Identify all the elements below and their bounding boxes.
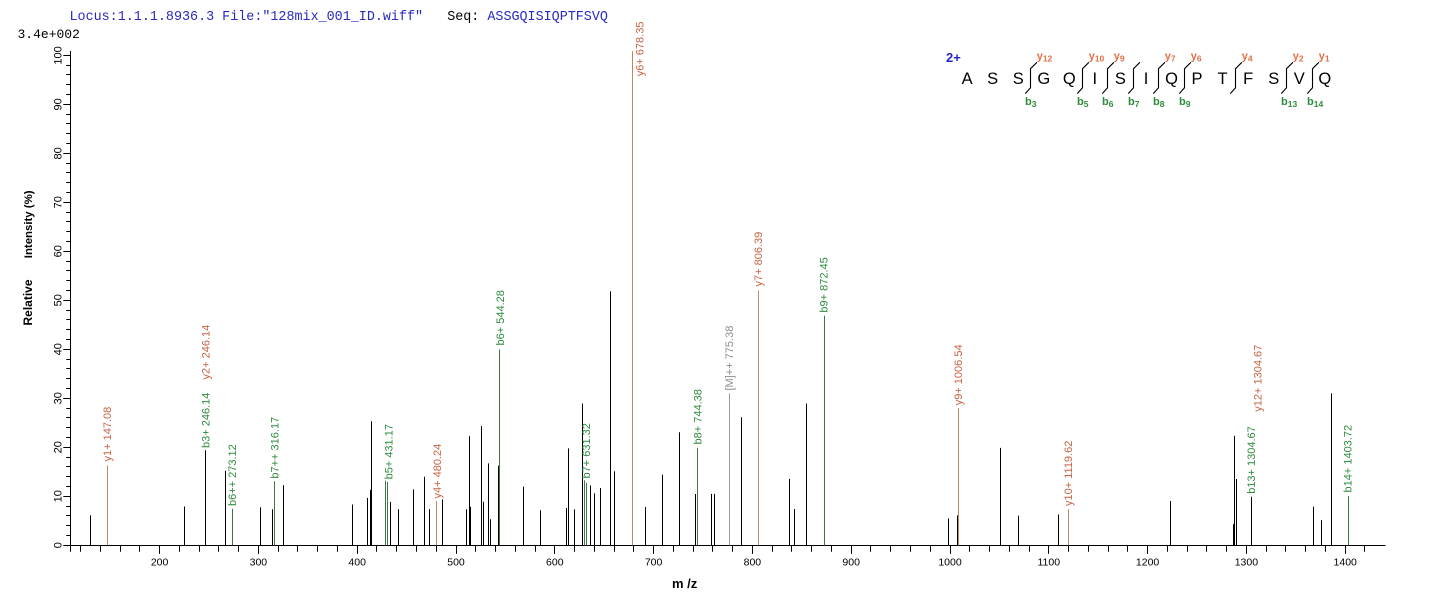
svg-text:400: 400: [348, 556, 366, 568]
svg-text:70: 70: [52, 196, 64, 208]
svg-text:y9+ 1006.54: y9+ 1006.54: [953, 344, 965, 405]
svg-text:b14: b14: [1307, 96, 1323, 109]
svg-text:600: 600: [546, 556, 564, 568]
svg-text:y7: y7: [1165, 51, 1176, 64]
svg-text:I: I: [1093, 70, 1098, 88]
svg-text:y6+ 678.35: y6+ 678.35: [634, 22, 646, 77]
svg-text:[M]++ 775.38: [M]++ 775.38: [724, 326, 736, 391]
svg-text:b13: b13: [1281, 96, 1297, 109]
svg-text:800: 800: [744, 556, 762, 568]
svg-text:b6: b6: [1102, 96, 1114, 109]
svg-text:700: 700: [645, 556, 663, 568]
svg-text:1000: 1000: [938, 556, 962, 568]
svg-text:G: G: [1037, 70, 1050, 88]
svg-text:y12: y12: [1037, 51, 1053, 64]
svg-text:y10: y10: [1089, 51, 1105, 64]
svg-text:1200: 1200: [1136, 556, 1160, 568]
svg-text:F: F: [1243, 70, 1253, 88]
svg-text:40: 40: [52, 343, 64, 355]
svg-text:A: A: [962, 70, 973, 88]
svg-text:500: 500: [447, 556, 465, 568]
svg-text:y12+ 1304.67: y12+ 1304.67: [1253, 345, 1265, 412]
svg-text:200: 200: [151, 556, 169, 568]
svg-text:900: 900: [842, 556, 860, 568]
svg-text:30: 30: [52, 392, 64, 404]
svg-text:y4+ 480.24: y4+ 480.24: [432, 444, 444, 499]
svg-text:S: S: [1268, 70, 1279, 88]
svg-text:b6++ 273.12: b6++ 273.12: [227, 444, 239, 506]
svg-text:1100: 1100: [1038, 556, 1061, 568]
svg-text:T: T: [1218, 70, 1228, 88]
svg-text:S: S: [1115, 70, 1126, 88]
svg-text:RelativeIntensity (%): RelativeIntensity (%): [21, 190, 35, 325]
svg-text:b3: b3: [1025, 96, 1037, 109]
svg-text:y2+ 246.14: y2+ 246.14: [200, 325, 212, 380]
svg-text:b5: b5: [1077, 96, 1089, 109]
svg-text:100: 100: [52, 46, 64, 64]
svg-text:1300: 1300: [1235, 556, 1259, 568]
svg-text:b6+ 544.28: b6+ 544.28: [495, 290, 507, 345]
svg-text:3.4e+002: 3.4e+002: [18, 27, 80, 42]
svg-text:y1+ 147.08: y1+ 147.08: [102, 407, 114, 462]
svg-text:b7+ 631.32: b7+ 631.32: [581, 423, 593, 478]
svg-text:90: 90: [52, 98, 64, 110]
svg-text:Q: Q: [1165, 70, 1178, 88]
svg-text:m /z: m /z: [672, 576, 698, 591]
svg-text:20: 20: [52, 441, 64, 453]
svg-text:y4: y4: [1242, 51, 1253, 64]
svg-text:Locus:1.1.1.8936.3 File:"128mi: Locus:1.1.1.8936.3 File:"128mix_001_ID.w…: [70, 10, 608, 25]
svg-text:I: I: [1144, 70, 1149, 88]
svg-text:b9+ 872.45: b9+ 872.45: [819, 257, 831, 312]
svg-text:b3+ 246.14: b3+ 246.14: [200, 393, 212, 448]
svg-text:b8+ 744.38: b8+ 744.38: [693, 389, 705, 444]
svg-text:V: V: [1294, 70, 1305, 88]
svg-text:b9: b9: [1179, 96, 1191, 109]
svg-text:300: 300: [250, 556, 268, 568]
svg-text:2+: 2+: [946, 50, 961, 65]
svg-text:10: 10: [52, 490, 64, 502]
svg-text:y9: y9: [1114, 51, 1125, 64]
svg-text:0: 0: [52, 542, 64, 548]
svg-text:b8: b8: [1153, 96, 1165, 109]
svg-text:1400: 1400: [1334, 556, 1358, 568]
svg-text:b14+ 1403.72: b14+ 1403.72: [1343, 425, 1355, 493]
svg-text:b7++ 316.17: b7++ 316.17: [269, 417, 281, 479]
svg-text:50: 50: [52, 294, 64, 306]
svg-text:y2: y2: [1293, 51, 1304, 64]
svg-text:b7: b7: [1128, 96, 1140, 109]
svg-text:60: 60: [52, 245, 64, 257]
svg-text:b5+ 431.17: b5+ 431.17: [384, 424, 396, 479]
svg-text:Q: Q: [1318, 70, 1331, 88]
svg-text:y6: y6: [1191, 51, 1202, 64]
svg-text:y7+ 806.39: y7+ 806.39: [753, 232, 765, 287]
svg-text:b13+ 1304.67: b13+ 1304.67: [1246, 426, 1258, 494]
svg-text:S: S: [987, 70, 998, 88]
svg-text:Q: Q: [1063, 70, 1076, 88]
svg-text:S: S: [1013, 70, 1024, 88]
svg-text:y10+ 1119.62: y10+ 1119.62: [1063, 441, 1075, 506]
svg-text:y1: y1: [1319, 51, 1330, 64]
svg-text:P: P: [1191, 70, 1202, 88]
svg-text:80: 80: [52, 147, 64, 159]
